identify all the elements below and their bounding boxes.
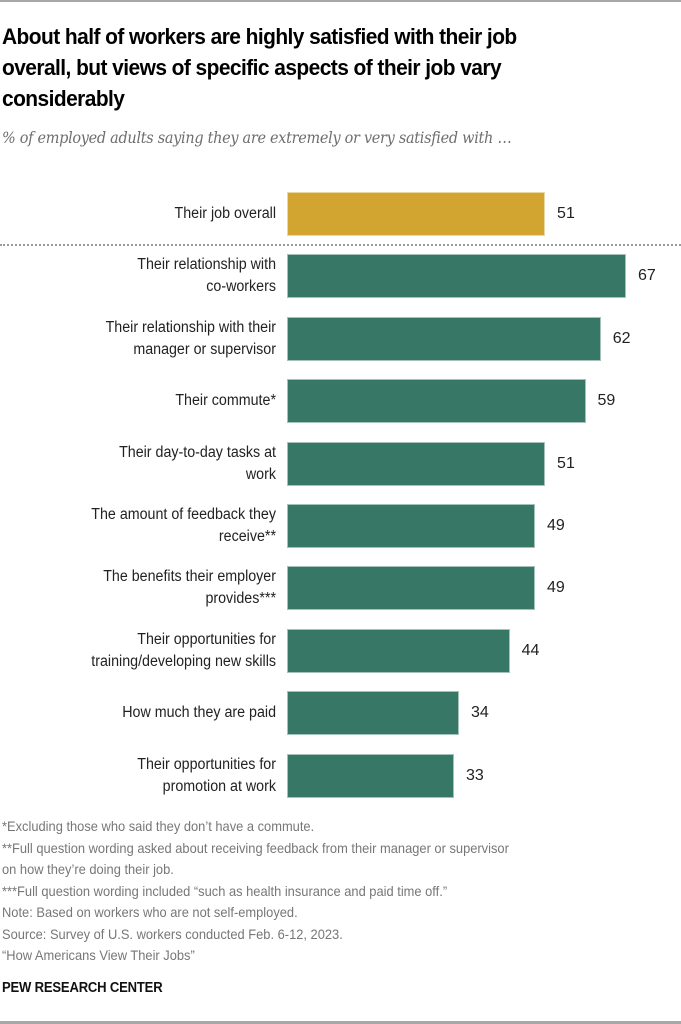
bar-label-line: provides*** [205,590,276,608]
bar-label-line: Their opportunities for [137,630,276,648]
bar-label-line: manager or supervisor [133,340,276,358]
bar-label-line: co-workers [206,278,276,296]
bar-label-their-relationship-with-their-manager-or-supervisor: Their relationship with their manager or … [18,317,276,361]
footnotes: *Excluding those who said they don’t hav… [2,816,664,967]
bar-label-their-opportunities-for-promotion-at-work: Their opportunities for promotion at work [18,754,276,798]
bar-value-the-benefits-their-employer-provides: 49 [546,579,565,597]
bar-label-line: Their commute* [175,392,276,410]
bar-their-opportunities-for-promotion-at-work [287,753,454,798]
bar-label-line: receive** [218,528,276,545]
bar-the-benefits-their-employer-provides [287,566,535,611]
bar-the-amount-of-feedback-they-receive [287,504,535,548]
bar-label-their-commute: Their commute* [18,390,276,412]
note-sample: Note: Based on workers who are not self-… [2,904,298,920]
footnote-benefits: ***Full question wording included “such … [2,882,448,899]
chart-title-line: considerably [2,86,125,111]
source-note: Source: Survey of U.S. workers conducted… [2,925,343,942]
bar-value-their-relationship-with-their-manager-or-supervisor: 62 [612,329,631,347]
bar-label-their-day-to-day-tasks-at-work: Their day-to-day tasks at work [18,442,276,486]
bar-their-job-overall [287,192,546,236]
bar-value-their-job-overall: 51 [557,205,575,222]
bar-label-line: Their relationship with [137,256,276,274]
bar-their-relationship-with-their-manager-or-supervisor [287,316,601,361]
bar-label-their-job-overall: Their job overall [18,203,276,225]
bar-label-line: Their opportunities for [137,755,276,773]
bar-label-line: promotion at work [162,777,276,795]
bar-label-line: training/developing new skills [91,652,276,670]
bar-their-relationship-with-co-workers [287,254,627,299]
bar-their-opportunities-for-training-developing-new-skills [287,628,510,673]
bar-value-their-opportunities-for-promotion-at-work: 33 [465,766,484,784]
bar-their-day-to-day-tasks-at-work [287,441,546,486]
bar-how-much-they-are-paid [287,691,460,736]
bar-label-line: Their job overall [174,205,276,222]
bar-label-line: work [245,465,276,483]
chart-title: About half of workers are highly satisfi… [2,21,681,114]
top-rule [0,0,681,2]
bar-label-their-relationship-with-co-workers: Their relationship with co-workers [18,254,276,298]
bar-label-line: The benefits their employer [103,568,276,586]
bar-value-their-opportunities-for-training-developing-new-skills: 44 [521,641,540,659]
chart-title-line: About half of workers are highly satisfi… [2,24,517,49]
bar-label-the-amount-of-feedback-they-receive: The amount of feedback they receive** [18,504,276,548]
bar-label-line: Their relationship with their [105,318,276,336]
bar-value-the-amount-of-feedback-they-receive: 49 [546,517,565,534]
bar-label-how-much-they-are-paid: How much they are paid [18,702,276,724]
footnote-feedback-cont: on how they’re doing their job. [2,861,174,877]
bar-label-their-opportunities-for-training-developing-new-skills: Their opportunities for training/developi… [18,629,276,673]
chart-subtitle: % of employed adults saying they are ext… [2,129,512,147]
footnote-feedback: **Full question wording asked about rece… [2,839,509,856]
chart-title-line: overall, but views of specific aspects o… [2,55,502,80]
bar-label-line: How much they are paid [122,704,276,722]
bar-chart: Their job overall 51 Their relationship wi… [0,180,681,810]
report-title: “How Americans View Their Jobs” [2,947,195,963]
bottom-rule [0,1021,681,1024]
bar-value-their-relationship-with-co-workers: 67 [638,267,656,285]
bar-label-line: The amount of feedback they [91,506,276,523]
bar-value-their-commute: 59 [597,392,616,410]
bar-label-the-benefits-their-employer-provides: The benefits their employer provides*** [18,566,276,610]
bar-value-their-day-to-day-tasks-at-work: 51 [557,454,575,472]
footnote-commute: *Excluding those who said they don’t hav… [2,818,315,834]
pew-logo-text: PEW RESEARCH CENTER [2,980,163,996]
bar-label-line: Their day-to-day tasks at [119,443,277,461]
bar-their-commute [287,379,586,424]
dotted-divider [0,244,681,246]
bar-value-how-much-they-are-paid: 34 [471,704,489,722]
